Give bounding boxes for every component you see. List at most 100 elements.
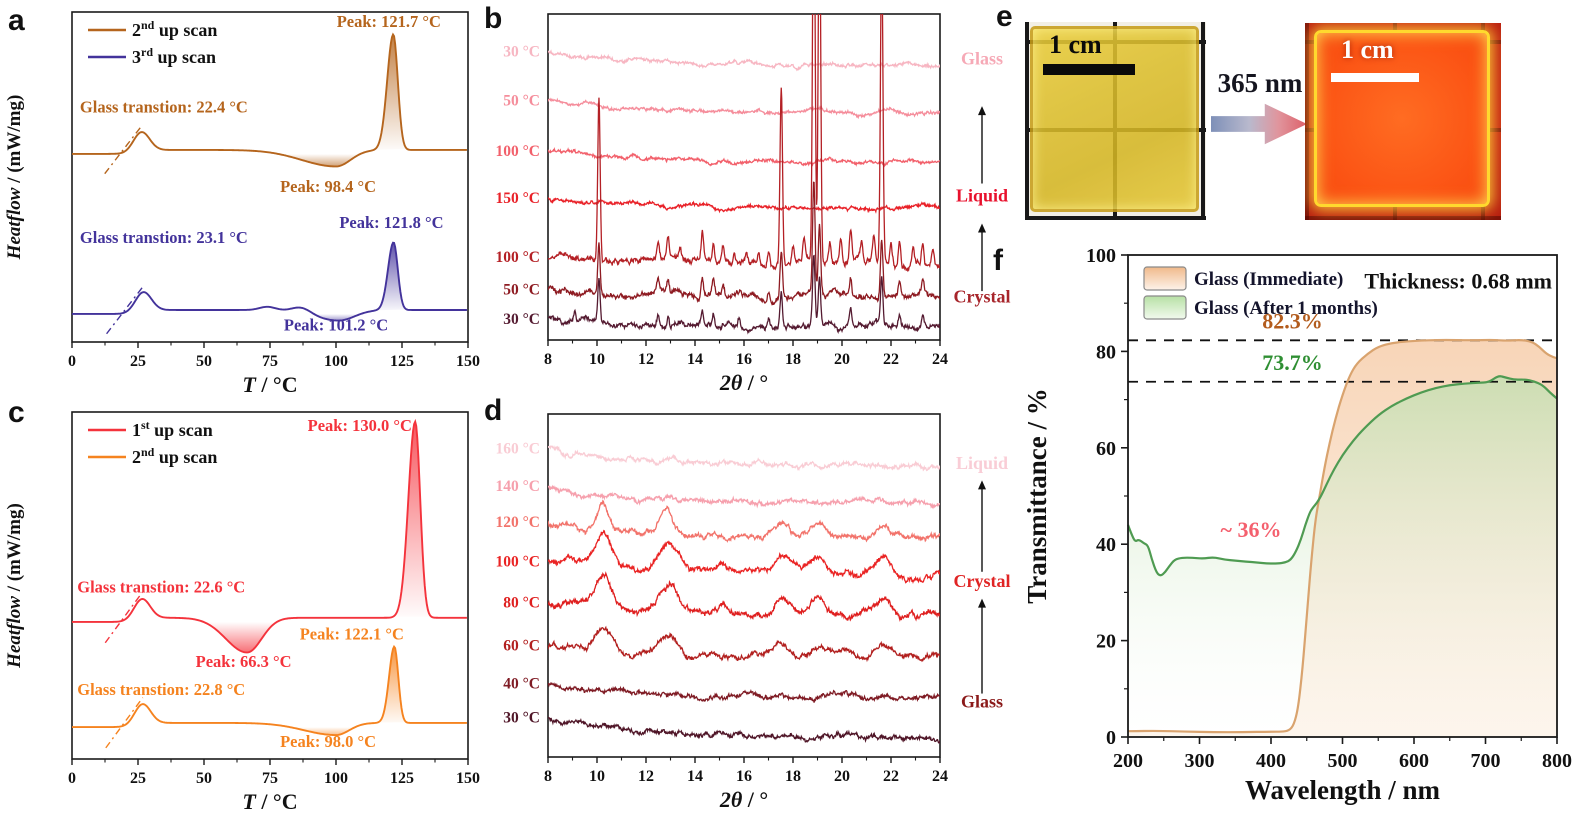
svg-text:40: 40 xyxy=(1096,534,1116,556)
svg-text:50 °C: 50 °C xyxy=(503,92,540,109)
svg-text:0: 0 xyxy=(68,353,76,370)
svg-text:16: 16 xyxy=(736,768,752,785)
svg-text:20: 20 xyxy=(1096,631,1116,653)
svg-text:Wavelength / nm: Wavelength / nm xyxy=(1245,775,1441,805)
svg-text:20: 20 xyxy=(834,768,850,785)
svg-text:50: 50 xyxy=(196,770,212,787)
photo-glass-daylight: 1 cm xyxy=(1025,22,1206,220)
svg-text:Peak: 130.0 °C: Peak: 130.0 °C xyxy=(308,416,412,435)
svg-text:Peak: 98.0 °C: Peak: 98.0 °C xyxy=(280,732,376,751)
svg-text:Glass: Glass xyxy=(961,691,1003,711)
scalebar-right xyxy=(1331,73,1419,82)
svg-text:30 °C: 30 °C xyxy=(503,311,540,328)
svg-text:140 °C: 140 °C xyxy=(495,478,540,495)
panel-letter-e: e xyxy=(996,0,1013,33)
uv-wavelength-label: 365 nm xyxy=(1217,68,1303,98)
panel-letter-f: f xyxy=(993,244,1003,277)
xrd-chart-panel-b: 8 10 12 14 16 18 20 22 24 2θ / ° 30 °C 50 °C 100 °C 1… xyxy=(480,0,1020,400)
svg-text:100: 100 xyxy=(324,353,348,370)
svg-text:14: 14 xyxy=(687,768,703,785)
svg-text:2nd up scan: 2nd up scan xyxy=(132,445,217,467)
svg-text:150 °C: 150 °C xyxy=(495,190,540,207)
svg-text:60 °C: 60 °C xyxy=(503,638,540,655)
svg-text:Transmittance / %: Transmittance / % xyxy=(1022,388,1052,603)
dsc-chart-panel-a: 0 25 50 75 100 125 150 T / °C Heatflow / (mW/mg)… xyxy=(0,0,480,400)
svg-text:Glass transtion: 22.6 °C: Glass transtion: 22.6 °C xyxy=(77,577,245,596)
svg-text:Crystal: Crystal xyxy=(954,287,1011,307)
svg-text:10: 10 xyxy=(589,351,605,368)
svg-text:125: 125 xyxy=(390,353,414,370)
dsc-svg-c: 0 25 50 75 100 125 150 T / °C Heatflow / (mW/mg)… xyxy=(4,411,480,814)
svg-text:Peak: 121.7 °C: Peak: 121.7 °C xyxy=(337,12,441,31)
svg-text:22: 22 xyxy=(883,351,899,368)
svg-text:125: 125 xyxy=(390,770,414,787)
transmittance-chart-panel-f: 82.3% 73.7% 200 300 400 500 600 700 800 0 20 40 60 80… xyxy=(1020,240,1574,817)
svg-text:300: 300 xyxy=(1185,750,1215,772)
svg-text:100 °C: 100 °C xyxy=(495,143,540,160)
svg-text:400: 400 xyxy=(1256,750,1286,772)
svg-text:1st up scan: 1st up scan xyxy=(132,418,213,440)
svg-text:Glass transtion: 22.8 °C: Glass transtion: 22.8 °C xyxy=(77,680,245,699)
svg-text:100 °C: 100 °C xyxy=(495,249,540,266)
panel-letter-b: b xyxy=(484,2,503,35)
scalebar-left xyxy=(1043,64,1135,75)
svg-text:Glass (Immediate): Glass (Immediate) xyxy=(1194,269,1343,290)
panel-letter-a: a xyxy=(8,4,25,37)
svg-text:73.7%: 73.7% xyxy=(1262,350,1323,375)
svg-text:500: 500 xyxy=(1328,750,1358,772)
svg-text:22: 22 xyxy=(883,768,899,785)
glass-slab-fluorescent xyxy=(1314,30,1490,207)
svg-text:Heatflow / (mW/mg): Heatflow / (mW/mg) xyxy=(4,95,25,261)
svg-text:16: 16 xyxy=(736,351,752,368)
svg-text:14: 14 xyxy=(687,351,703,368)
svg-text:Crystal: Crystal xyxy=(954,571,1011,591)
dsc-chart-panel-c: 0 25 50 75 100 125 150 T / °C Heatflow / (mW/mg)… xyxy=(0,400,480,817)
svg-text:12: 12 xyxy=(638,351,654,368)
glass-slab-yellow xyxy=(1030,26,1199,212)
scalebar-label-left: 1 cm xyxy=(1049,30,1102,59)
xrd-svg-b: 8 10 12 14 16 18 20 22 24 2θ / ° 30 °C 50 °C 100 °C 1… xyxy=(495,13,1011,395)
svg-text:Glass transtion: 23.1 °C: Glass transtion: 23.1 °C xyxy=(80,228,248,247)
svg-text:800: 800 xyxy=(1542,750,1572,772)
svg-text:60: 60 xyxy=(1096,438,1116,460)
svg-text:Glass (After 1 months): Glass (After 1 months) xyxy=(1194,298,1378,319)
svg-text:T / °C: T / °C xyxy=(242,789,297,814)
svg-text:~ 36%: ~ 36% xyxy=(1221,517,1282,542)
svg-text:2θ / °: 2θ / ° xyxy=(719,370,768,395)
svg-text:120 °C: 120 °C xyxy=(495,514,540,531)
svg-text:200: 200 xyxy=(1113,750,1143,772)
svg-text:150: 150 xyxy=(456,353,480,370)
svg-text:8: 8 xyxy=(544,768,552,785)
svg-text:160 °C: 160 °C xyxy=(495,440,540,457)
scalebar-label-right: 1 cm xyxy=(1341,35,1394,64)
svg-text:80: 80 xyxy=(1096,341,1116,363)
svg-text:Peak: 98.4 °C: Peak: 98.4 °C xyxy=(280,177,376,196)
svg-text:3rd up scan: 3rd up scan xyxy=(132,45,216,67)
svg-text:Peak: 66.3 °C: Peak: 66.3 °C xyxy=(196,652,292,671)
svg-text:700: 700 xyxy=(1471,750,1501,772)
svg-text:0: 0 xyxy=(1106,727,1116,749)
xrd-chart-panel-d: 8 10 12 14 16 18 20 22 24 2θ / ° 160 °C 140 °C 120 °… xyxy=(480,400,1020,817)
svg-text:100 °C: 100 °C xyxy=(495,553,540,570)
svg-text:600: 600 xyxy=(1399,750,1429,772)
svg-text:Liquid: Liquid xyxy=(956,185,1008,205)
svg-text:12: 12 xyxy=(638,768,654,785)
svg-text:80 °C: 80 °C xyxy=(503,595,540,612)
svg-text:10: 10 xyxy=(589,768,605,785)
svg-text:18: 18 xyxy=(785,768,801,785)
svg-text:25: 25 xyxy=(130,770,146,787)
svg-text:150: 150 xyxy=(456,770,480,787)
svg-text:20: 20 xyxy=(834,351,850,368)
svg-text:30 °C: 30 °C xyxy=(503,710,540,727)
svg-text:24: 24 xyxy=(932,768,948,785)
svg-text:Glass transtion: 22.4 °C: Glass transtion: 22.4 °C xyxy=(80,98,248,117)
svg-text:Peak: 101.2 °C: Peak: 101.2 °C xyxy=(284,315,388,334)
svg-text:Heatflow / (mW/mg): Heatflow / (mW/mg) xyxy=(4,503,25,669)
svg-text:82.3%: 82.3% xyxy=(1262,308,1323,333)
svg-text:Peak: 122.1 °C: Peak: 122.1 °C xyxy=(300,624,404,643)
svg-text:50: 50 xyxy=(196,353,212,370)
photo-glass-uv365: 1 cm xyxy=(1305,23,1501,220)
svg-text:8: 8 xyxy=(544,351,552,368)
svg-text:30 °C: 30 °C xyxy=(503,43,540,60)
